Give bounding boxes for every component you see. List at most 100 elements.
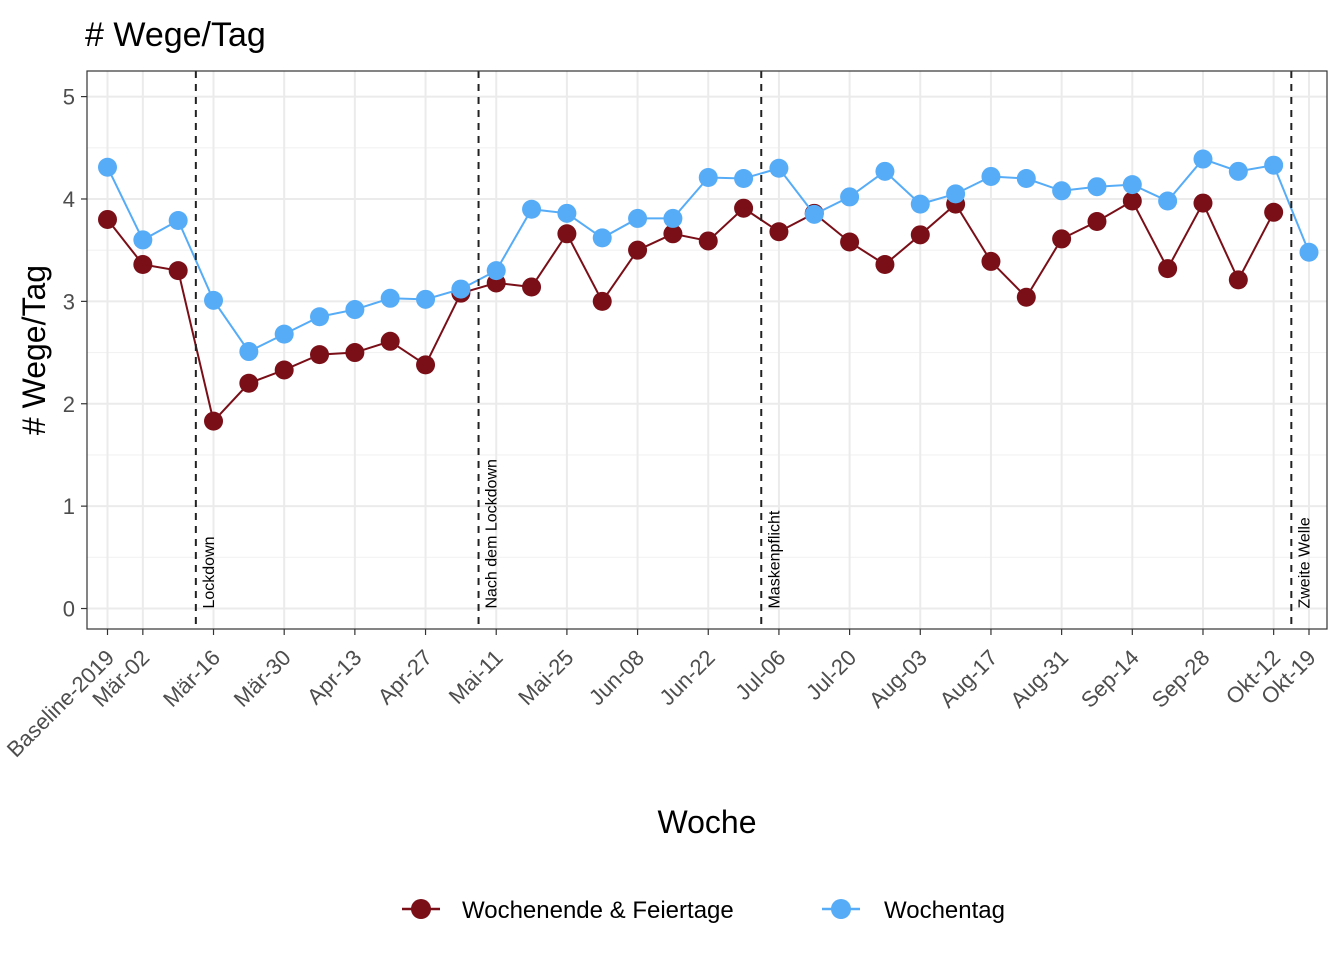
series-line	[106, 199, 1275, 424]
data-point	[1052, 229, 1072, 249]
data-point	[698, 167, 718, 187]
data-point	[168, 261, 188, 281]
data-point	[274, 324, 294, 344]
data-point	[698, 231, 718, 251]
data-point	[840, 187, 860, 207]
x-tick-label: Mär-30	[229, 645, 296, 712]
x-tick-label: Aug-03	[864, 645, 932, 713]
data-point	[1016, 169, 1036, 189]
grid-major	[87, 71, 1327, 629]
legend-key-point	[831, 899, 851, 919]
data-point	[1299, 242, 1319, 262]
data-point	[1264, 155, 1284, 175]
data-point	[734, 198, 754, 218]
data-point	[1087, 177, 1107, 197]
data-point	[416, 355, 436, 375]
x-tick-label: Mai-25	[513, 645, 578, 710]
y-tick-label: 1	[63, 494, 75, 519]
y-tick-label: 5	[63, 85, 75, 110]
data-point	[557, 203, 577, 223]
data-point	[522, 199, 542, 219]
data-point	[1193, 149, 1213, 169]
legend-item: Wochenende & Feiertage	[402, 897, 734, 924]
y-tick-label: 3	[63, 289, 75, 314]
data-point	[133, 255, 153, 275]
data-point	[769, 222, 789, 242]
x-tick-label: Apr-27	[373, 645, 437, 709]
x-tick-label: Jul-06	[730, 645, 790, 705]
data-point	[592, 228, 612, 248]
legend-item: Wochentag	[822, 897, 1005, 924]
legend-key-point	[411, 899, 431, 919]
data-point	[1087, 212, 1107, 232]
data-point	[663, 224, 683, 244]
y-tick-label: 2	[63, 392, 75, 417]
data-point	[204, 411, 224, 431]
legend: Wochenende & Feiertage Wochentag	[402, 897, 1005, 924]
data-point	[1158, 191, 1178, 211]
data-point	[345, 300, 365, 320]
grid-minor	[87, 147, 1327, 558]
data-point	[1016, 287, 1036, 307]
data-point	[1158, 259, 1178, 279]
y-tick-label: 4	[63, 187, 75, 212]
y-tick-label: 0	[63, 597, 75, 622]
data-point	[1122, 191, 1142, 211]
data-point	[1193, 193, 1213, 213]
data-point	[840, 232, 860, 252]
legend-label: Wochenende & Feiertage	[462, 897, 734, 924]
data-point	[557, 224, 577, 244]
x-tick-label: Sep-28	[1147, 645, 1215, 713]
data-point	[628, 240, 648, 260]
data-point	[663, 208, 683, 228]
data-point	[274, 360, 294, 380]
x-tick-label: Mär-16	[158, 645, 225, 712]
x-tick-label: Sep-14	[1076, 645, 1144, 713]
annotation-layer: Lockdown Nach dem Lockdown Maskenpflicht Zw…	[194, 71, 1313, 629]
data-point	[239, 373, 259, 393]
event-label: Lockdown	[201, 536, 218, 608]
x-tick-label: Jun-08	[584, 645, 649, 710]
x-tick-label: Jun-22	[655, 645, 720, 710]
chart-title: # Wege/Tag	[85, 16, 266, 54]
data-point	[875, 161, 895, 181]
data-point	[1228, 161, 1248, 181]
data-point	[946, 184, 966, 204]
legend-label: Wochentag	[884, 897, 1005, 924]
x-tick-label: Apr-13	[302, 645, 366, 709]
data-point	[204, 290, 224, 310]
event-label: Zweite Welle	[1296, 517, 1313, 608]
data-point	[522, 277, 542, 297]
x-tick-label: Aug-31	[1005, 645, 1073, 713]
data-point	[133, 230, 153, 250]
event-label: Maskenpflicht	[766, 510, 783, 608]
series-layer	[98, 149, 1319, 431]
data-point	[628, 208, 648, 228]
series-wochenende-feiertage	[98, 191, 1284, 431]
data-point	[310, 345, 330, 365]
x-tick-label: Mai-11	[444, 645, 508, 709]
y-axis: 0 1 2 3 4 5	[63, 85, 87, 622]
data-point	[769, 158, 789, 178]
data-point	[910, 225, 930, 245]
x-axis-title: Woche	[657, 804, 756, 840]
data-point	[345, 343, 365, 363]
data-point	[451, 279, 471, 299]
data-point	[1228, 270, 1248, 290]
data-point	[239, 342, 259, 362]
x-tick-label: Jul-20	[801, 645, 861, 705]
data-point	[910, 194, 930, 214]
data-point	[875, 255, 895, 275]
data-point	[98, 157, 117, 177]
x-tick-label: Aug-17	[935, 645, 1003, 713]
data-point	[380, 331, 400, 351]
data-point	[1122, 175, 1142, 195]
data-point	[592, 291, 612, 311]
data-point	[804, 204, 824, 224]
data-point	[486, 261, 506, 281]
data-point	[168, 210, 188, 230]
data-point	[981, 166, 1001, 186]
event-label: Nach dem Lockdown	[484, 459, 501, 608]
y-axis-title: # Wege/Tag	[16, 265, 52, 435]
